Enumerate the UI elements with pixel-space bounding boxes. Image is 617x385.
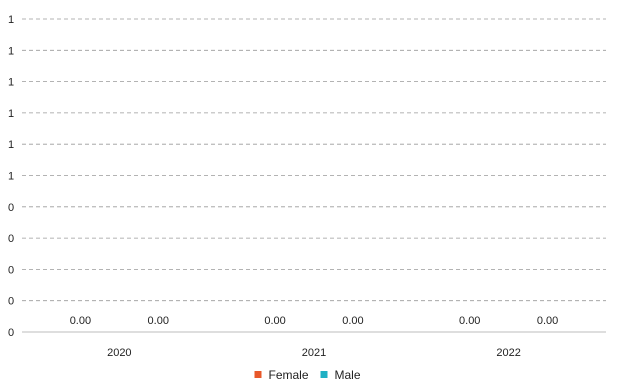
- y-tick-label: 1: [8, 139, 14, 151]
- y-tick-label: 1: [8, 171, 14, 183]
- data-label: 0.00: [459, 315, 480, 327]
- data-label: 0.00: [264, 315, 285, 327]
- y-tick-label: 0: [8, 233, 14, 245]
- legend: Female Male: [254, 368, 361, 382]
- y-tick-label: 0: [8, 264, 14, 276]
- x-tick-label: 2022: [496, 347, 520, 359]
- gridlines: [22, 18, 606, 302]
- x-tick-label: 2020: [107, 347, 131, 359]
- legend-label-male: Male: [335, 368, 361, 382]
- y-tick-label: 1: [8, 45, 14, 57]
- legend-swatch-female: [254, 371, 262, 378]
- data-label: 0.00: [537, 315, 558, 327]
- data-label: 0.00: [148, 315, 169, 327]
- x-axis-ticks: 2020 2021 2022: [107, 347, 521, 359]
- y-tick-label: 0: [8, 327, 14, 339]
- data-label: 0.00: [70, 315, 91, 327]
- x-tick-label: 2021: [302, 347, 326, 359]
- y-tick-label: 0: [8, 202, 14, 214]
- data-label: 0.00: [342, 315, 363, 327]
- legend-swatch-male: [320, 371, 328, 378]
- y-tick-label: 0: [8, 296, 14, 308]
- data-labels: 0.00 0.00 0.00 0.00 0.00 0.00: [70, 315, 559, 327]
- y-tick-label: 1: [8, 108, 14, 120]
- y-tick-label: 1: [8, 14, 14, 26]
- y-tick-label: 1: [8, 77, 14, 89]
- legend-label-female: Female: [269, 368, 309, 382]
- y-axis-ticks: 0 0 0 0 0 1 1 1 1 1 1: [8, 14, 14, 339]
